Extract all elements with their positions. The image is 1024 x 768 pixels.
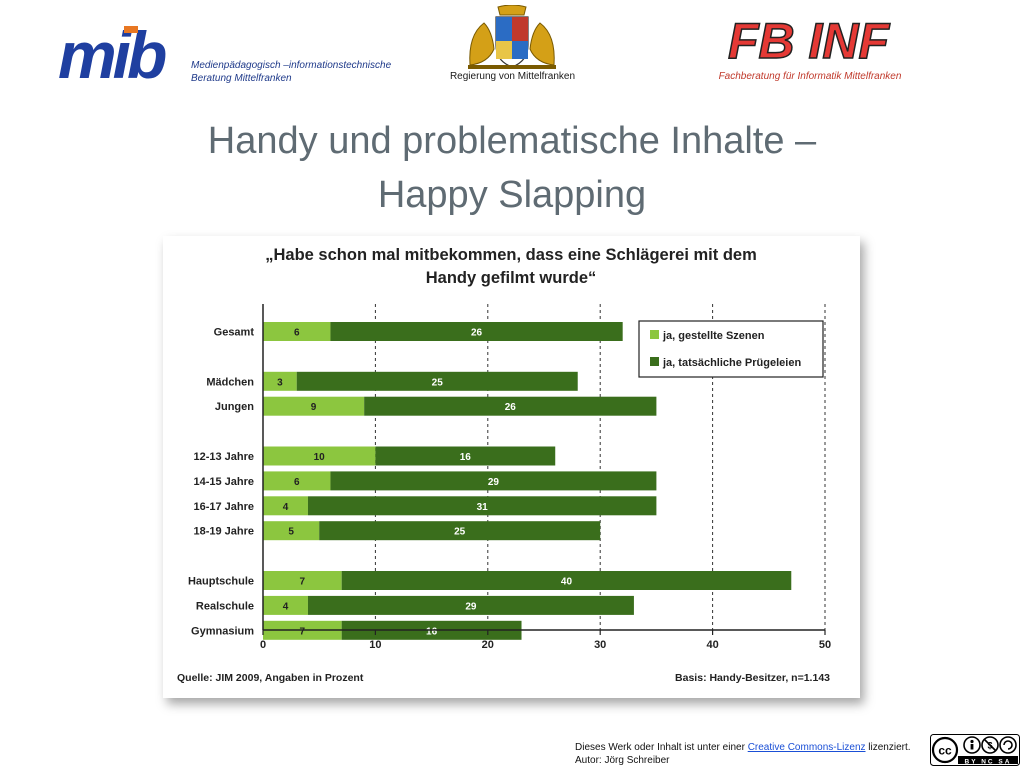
bar-segment-real: [364, 396, 657, 416]
data-label: 5: [288, 527, 294, 538]
data-label: 7: [300, 626, 306, 637]
data-label: 29: [488, 477, 500, 488]
data-label: 29: [465, 601, 477, 612]
mib-logo-accent: [124, 26, 138, 33]
legend-label-1: ja, gestellte Szenen: [662, 330, 765, 342]
category-label: Mädchen: [206, 376, 254, 388]
fbinf-logo-text: FB INF: [728, 13, 891, 68]
data-label: 6: [294, 477, 300, 488]
license-line: Dieses Werk oder Inhalt ist unter einer …: [575, 741, 925, 754]
x-tick-label: 50: [819, 639, 831, 651]
data-label: 16: [426, 626, 438, 637]
category-label: 12-13 Jahre: [193, 451, 254, 463]
bar-segment-staged: [263, 595, 308, 615]
data-label: 26: [505, 402, 517, 413]
bar-segment-real: [307, 496, 657, 516]
bar-segment-staged: [263, 322, 331, 341]
data-label: 6: [294, 328, 300, 339]
bar-segment-staged: [263, 396, 365, 416]
fbinf-logo: FB INF: [727, 12, 891, 68]
x-tick-label: 0: [260, 639, 266, 651]
bar-segment-real: [307, 595, 634, 615]
crest-caption: Regierung von Mittelfranken: [449, 71, 576, 82]
slide-title: Handy und problematische Inhalte – Happy…: [100, 114, 924, 222]
category-label: 14-15 Jahre: [193, 476, 254, 488]
mib-logo: mib: [58, 22, 170, 84]
category-label: Hauptschule: [188, 576, 254, 588]
bar-segment-staged: [263, 446, 376, 466]
legend-swatch-2: [650, 357, 659, 366]
mib-caption: Medienpädagogisch –informationstechnisch…: [191, 59, 421, 85]
bar-segment-real: [375, 446, 556, 466]
x-tick-label: 30: [594, 639, 606, 651]
x-axis: 0 10 20 30 40 50: [260, 304, 831, 651]
chart-title-line2: Handy gefilmt wurde“: [426, 269, 597, 287]
legend: ja, gestellte Szenen ja, tatsächliche Pr…: [638, 320, 824, 378]
license-prefix: Dieses Werk oder Inhalt ist unter einer: [575, 742, 745, 753]
bar-segment-real: [296, 371, 578, 391]
category-label: 16-17 Jahre: [193, 501, 254, 513]
x-tick-label: 40: [706, 639, 718, 651]
legend-label-2: ja, tatsächliche Prügeleien: [662, 357, 801, 369]
bar-segment-staged: [263, 471, 331, 491]
mib-logo-text: mib: [58, 22, 166, 84]
data-label: 7: [300, 577, 306, 588]
slide-title-line1: Handy und problematische Inhalte –: [207, 120, 817, 162]
coat-of-arms-icon: [468, 5, 556, 69]
category-label: 18-19 Jahre: [193, 526, 254, 538]
data-label: 3: [277, 377, 283, 388]
mib-caption-line1: Medienpädagogisch –informationstechnisch…: [191, 60, 392, 71]
chart-source: Quelle: JIM 2009, Angaben in Prozent: [177, 672, 364, 684]
bar-segment-staged: [263, 496, 308, 516]
data-label: 9: [311, 402, 317, 413]
svg-text:cc: cc: [938, 744, 952, 758]
cc-license-badge-icon: cc $ BY NC SA: [930, 734, 1020, 766]
slide-title-line2: Happy Slapping: [377, 174, 647, 216]
category-label: Jungen: [215, 401, 254, 413]
x-tick-label: 20: [482, 639, 494, 651]
legend-box: [638, 320, 824, 378]
cc-badge-text: BY NC SA: [965, 758, 1012, 765]
data-label: 16: [460, 452, 472, 463]
data-label: 25: [432, 377, 444, 388]
bar-segment-staged: [263, 521, 320, 541]
data-label: 4: [283, 601, 289, 612]
mib-caption-line2: Beratung Mittelfranken: [191, 73, 292, 84]
bar-segment-real: [330, 471, 657, 491]
data-label: 26: [471, 328, 483, 339]
bar-segment-staged: [263, 371, 297, 391]
bar-chart: „Habe schon mal mitbekommen, dass eine S…: [177, 246, 831, 684]
data-label: 31: [477, 502, 489, 513]
legend-swatch-1: [650, 330, 659, 339]
bar-segment-staged: [263, 571, 342, 590]
chart-basis: Basis: Handy-Besitzer, n=1.143: [675, 672, 830, 684]
license-note: Dieses Werk oder Inhalt ist unter einer …: [575, 741, 925, 767]
data-label: 25: [454, 527, 466, 538]
bar-segment-real: [319, 521, 601, 541]
category-label: Gesamt: [214, 327, 255, 339]
chart-title-line1: „Habe schon mal mitbekommen, dass eine S…: [265, 246, 757, 264]
data-label: 4: [283, 502, 289, 513]
fbinf-caption: Fachberatung für Informatik Mittelfranke…: [718, 71, 902, 82]
data-label: 10: [314, 452, 326, 463]
category-label: Gymnasium: [191, 625, 254, 637]
bar-segment-real: [341, 571, 792, 590]
creative-commons-link[interactable]: Creative Commons-Lizenz: [747, 742, 866, 753]
author-line: Autor: Jörg Schreiber: [575, 755, 670, 766]
x-tick-label: 10: [369, 639, 381, 651]
data-label: 40: [561, 577, 573, 588]
bars: Gesamt 6 26 Mädchen 3 25 Jungen 9 26 12-13 Jahre 1…: [188, 322, 792, 640]
license-suffix: lizenziert.: [868, 742, 911, 753]
bar-segment-real: [330, 322, 623, 341]
category-label: Realschule: [196, 600, 254, 612]
chart-card: „Habe schon mal mitbekommen, dass eine S…: [163, 236, 860, 698]
